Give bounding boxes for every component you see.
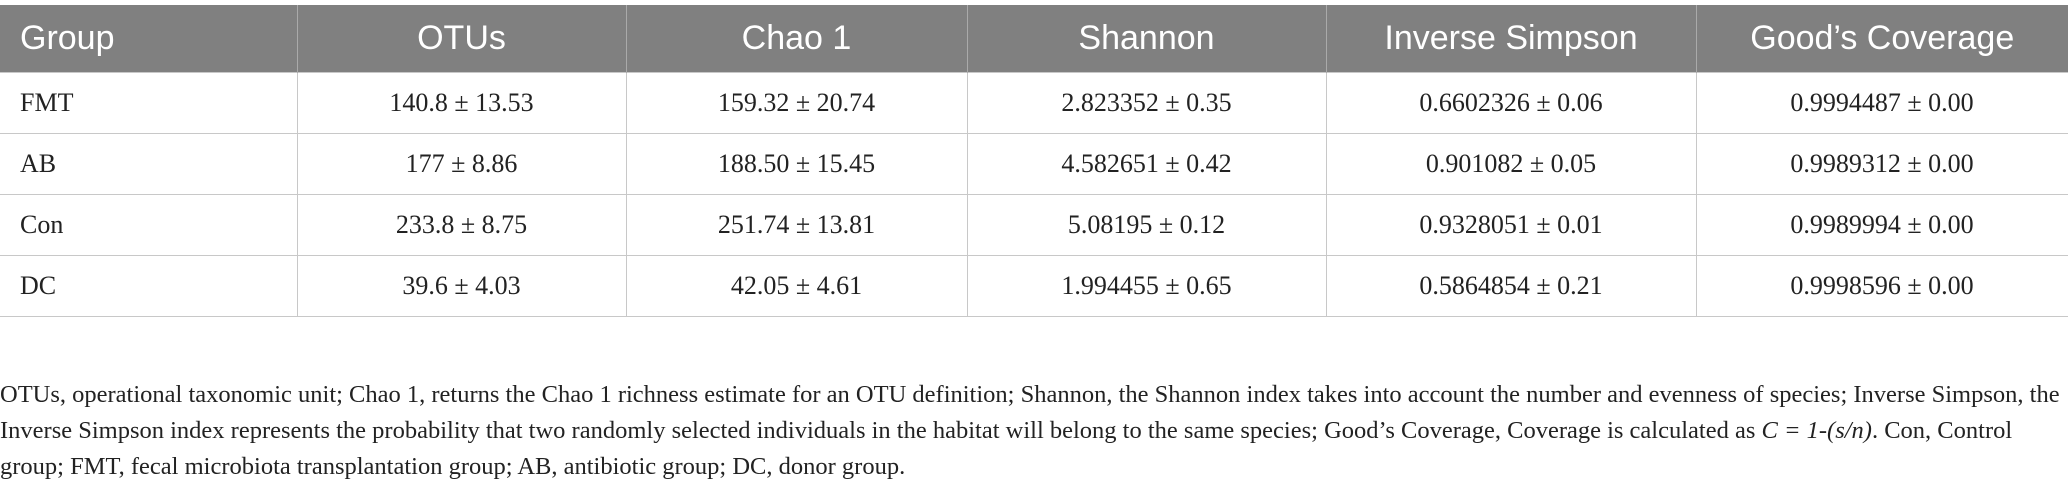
header-cell: Shannon xyxy=(966,5,1326,73)
table-row: FMT 140.8 ± 13.53 159.32 ± 20.74 2.823352 ±… xyxy=(0,72,2068,134)
table-body: FMT 140.8 ± 13.53 159.32 ± 20.74 2.823352 ±… xyxy=(0,72,2068,317)
table-cell: 4.582651 ± 0.42 xyxy=(966,133,1327,195)
formula: C = 1-(s/n) xyxy=(1761,417,1872,444)
header-cell: Good’s Coverage xyxy=(1695,5,2068,73)
table-cell: 177 ± 8.86 xyxy=(296,133,627,195)
table-cell: 5.08195 ± 0.12 xyxy=(966,194,1327,256)
table-cell: 0.9989994 ± 0.00 xyxy=(1695,194,2068,256)
header-cell: Group xyxy=(0,5,297,73)
footnote: OTUs, operational taxonomic unit; Chao 1… xyxy=(0,377,2060,485)
header-row: Group OTUs Chao 1 Shannon Inverse Simpson Goo… xyxy=(0,5,2068,73)
table-cell: DC xyxy=(0,255,298,317)
table-cell: 251.74 ± 13.81 xyxy=(625,194,968,256)
table-cell: 39.6 ± 4.03 xyxy=(296,255,627,317)
table-row: AB 177 ± 8.86 188.50 ± 15.45 4.582651 ± 0.4… xyxy=(0,133,2068,195)
table-cell: 1.994455 ± 0.65 xyxy=(966,255,1327,317)
footnote-text: OTUs, operational taxonomic unit; Chao 1… xyxy=(0,381,2060,444)
table-cell: 0.9994487 ± 0.00 xyxy=(1695,72,2068,134)
table-cell: 233.8 ± 8.75 xyxy=(296,194,627,256)
header-cell: OTUs xyxy=(296,5,626,73)
table-cell: 140.8 ± 13.53 xyxy=(296,72,627,134)
table-cell: FMT xyxy=(0,72,298,134)
table-cell: 2.823352 ± 0.35 xyxy=(966,72,1327,134)
table-cell: Con xyxy=(0,194,298,256)
table-cell: AB xyxy=(0,133,298,195)
table-cell: 0.9998596 ± 0.00 xyxy=(1695,255,2068,317)
table-cell: 0.901082 ± 0.05 xyxy=(1325,133,1697,195)
table-row: DC 39.6 ± 4.03 42.05 ± 4.61 1.994455 ± 0.65… xyxy=(0,255,2068,317)
table-cell: 188.50 ± 15.45 xyxy=(625,133,968,195)
header-cell: Chao 1 xyxy=(625,5,967,73)
table-cell: 42.05 ± 4.61 xyxy=(625,255,968,317)
table-cell: 0.6602326 ± 0.06 xyxy=(1325,72,1697,134)
table-cell: 0.5864854 ± 0.21 xyxy=(1325,255,1697,317)
header-cell: Inverse Simpson xyxy=(1325,5,1696,73)
table-cell: 0.9328051 ± 0.01 xyxy=(1325,194,1697,256)
table-cell: 159.32 ± 20.74 xyxy=(625,72,968,134)
table-row: Con 233.8 ± 8.75 251.74 ± 13.81 5.08195 ± 0… xyxy=(0,194,2068,256)
table-cell: 0.9989312 ± 0.00 xyxy=(1695,133,2068,195)
footnote-text: . Con, Control group; FMT, fecal microbi… xyxy=(0,417,2013,480)
data-table: Group OTUs Chao 1 Shannon Inverse Simpson Goo… xyxy=(0,5,2068,317)
